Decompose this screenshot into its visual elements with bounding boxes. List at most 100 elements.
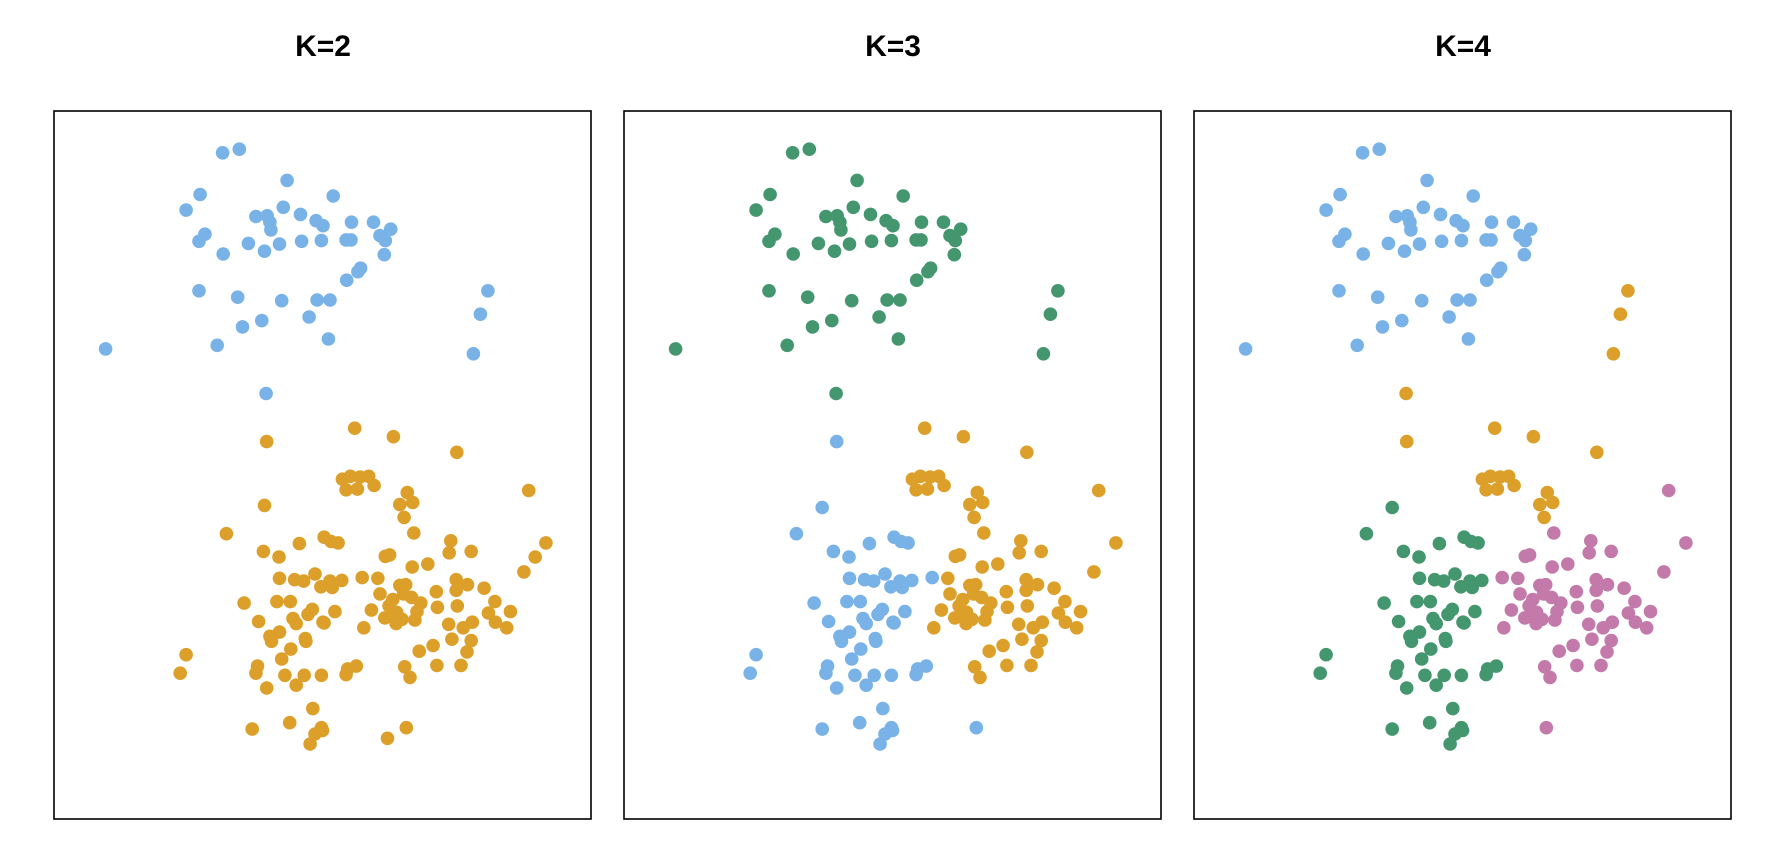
data-point-orange	[917, 421, 932, 436]
data-point-orange	[499, 621, 514, 635]
data-point-blue	[302, 310, 316, 324]
data-point-orange	[339, 483, 353, 497]
data-point-blue	[323, 293, 337, 307]
data-point-blue	[1518, 233, 1533, 248]
data-point-orange	[978, 613, 992, 627]
data-point-blue	[366, 215, 381, 229]
data-point-green	[1441, 607, 1455, 622]
data-point-blue	[871, 607, 885, 622]
data-point-orange	[970, 485, 985, 500]
data-point-orange	[292, 536, 307, 551]
data-point-orange	[539, 536, 553, 550]
data-point-orange	[948, 611, 962, 625]
data-point-green	[786, 247, 800, 261]
data-point-orange	[963, 497, 977, 512]
data-point-blue	[884, 580, 898, 594]
data-point-orange	[272, 550, 286, 564]
data-point-orange	[1030, 577, 1045, 592]
panel-k2: K=2	[53, 30, 592, 820]
data-point-orange	[353, 470, 367, 484]
data-point-blue	[862, 536, 877, 551]
data-point-blue	[310, 293, 324, 307]
data-point-orange	[454, 658, 468, 673]
data-point-orange	[967, 510, 981, 525]
data-point-blue	[192, 234, 206, 249]
data-point-blue	[815, 722, 829, 736]
data-point-blue	[254, 313, 269, 328]
data-point-blue	[1238, 342, 1253, 356]
data-point-orange	[442, 546, 457, 560]
data-point-pink	[1561, 557, 1575, 571]
data-point-green	[1468, 604, 1482, 619]
data-point-pink	[1600, 645, 1614, 659]
data-point-pink	[1518, 611, 1532, 625]
data-point-orange	[380, 731, 395, 746]
plot-frame-k3	[623, 110, 1162, 820]
data-point-green	[1036, 347, 1051, 361]
data-point-blue	[869, 634, 883, 649]
data-point-orange	[1545, 495, 1560, 510]
data-point-orange	[405, 495, 420, 510]
data-point-orange	[1613, 307, 1628, 322]
data-point-orange	[335, 573, 349, 588]
data-point-blue	[259, 386, 273, 401]
data-point-blue	[909, 667, 923, 682]
data-point-blue	[1456, 218, 1470, 233]
data-point-green	[872, 310, 886, 324]
data-point-blue	[466, 347, 481, 361]
data-point-blue	[326, 189, 341, 203]
data-point-pink	[1522, 548, 1537, 562]
data-point-blue	[1523, 222, 1538, 236]
data-point-blue	[1332, 284, 1346, 298]
data-point-blue	[1491, 264, 1505, 279]
data-point-blue	[280, 173, 294, 188]
data-point-orange	[1399, 386, 1413, 401]
data-point-blue	[807, 596, 821, 610]
data-point-orange	[528, 550, 542, 564]
data-point-pink	[1552, 644, 1566, 658]
data-point-blue	[1356, 247, 1370, 261]
data-point-blue	[844, 652, 859, 666]
data-point-orange	[397, 510, 411, 525]
data-point-blue	[1433, 207, 1448, 222]
data-point-orange	[1507, 478, 1521, 493]
data-point-green	[846, 200, 861, 215]
data-point-green	[762, 284, 776, 298]
data-point-orange	[927, 621, 941, 635]
data-point-pink	[1596, 621, 1610, 635]
data-point-green	[1404, 634, 1419, 649]
data-point-green	[1489, 659, 1504, 673]
data-point-blue	[884, 668, 899, 683]
data-point-orange	[982, 644, 996, 658]
data-point-blue	[272, 237, 287, 251]
data-point-orange	[977, 526, 991, 540]
data-point-green	[1359, 526, 1374, 541]
data-point-orange	[408, 613, 422, 627]
data-point-orange	[975, 560, 989, 574]
data-point-pink	[1537, 660, 1552, 674]
data-point-orange	[314, 668, 329, 683]
data-point-orange	[393, 497, 407, 512]
data-point-blue	[852, 715, 867, 730]
data-point-blue	[1375, 320, 1390, 334]
data-point-green	[914, 233, 928, 247]
data-point-green	[936, 215, 951, 229]
data-point-blue	[819, 666, 833, 680]
data-point-orange	[283, 594, 298, 609]
data-point-orange	[349, 659, 364, 673]
data-point-orange	[382, 548, 397, 562]
data-point-orange	[1030, 645, 1044, 659]
data-point-blue	[749, 647, 763, 662]
data-point-orange	[405, 560, 420, 574]
data-point-blue	[249, 209, 263, 224]
data-point-blue	[1461, 332, 1476, 346]
data-point-pink	[1539, 720, 1554, 735]
data-point-blue	[867, 668, 881, 683]
data-point-orange	[1014, 534, 1028, 548]
data-point-orange	[314, 580, 328, 594]
data-point-pink	[1585, 632, 1599, 646]
data-point-blue	[216, 247, 230, 261]
data-point-blue	[1370, 290, 1385, 305]
data-point-pink	[1643, 604, 1658, 619]
data-point-pink	[1570, 658, 1584, 673]
